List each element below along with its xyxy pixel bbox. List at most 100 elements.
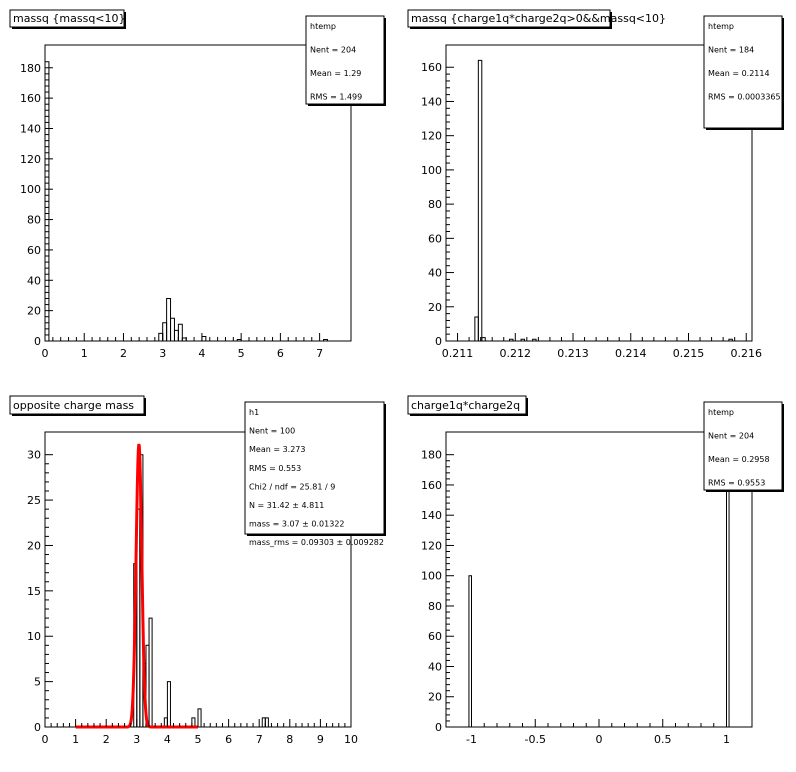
y-tick-label: 100: [421, 164, 442, 177]
histogram-bin: [509, 338, 514, 341]
histogram-panel-1: 0 20 40 60 80 100 120 140 160 180 0 1 2 3 4 5 6 7 massq {m…: [9, 9, 386, 360]
stats-row: mass = 3.07 ± 0.01322: [249, 520, 345, 529]
title-box: [9, 395, 145, 415]
histogram-bin: [162, 322, 168, 341]
histogram-bin: [728, 338, 733, 341]
stats-row: Mean = 0.2114: [708, 69, 770, 78]
y-tick-label: 80: [428, 600, 442, 613]
x-tick-label: 5: [195, 733, 202, 746]
chart-title: massq {massq<10}: [13, 12, 126, 25]
chart-title: charge1q*charge2q: [411, 399, 520, 412]
y-tick-label: 140: [421, 95, 442, 108]
y-tick-label: 20: [428, 691, 442, 704]
x-tick-label: 3: [133, 733, 140, 746]
y-tick-label: 160: [421, 61, 442, 74]
y-tick-label: 40: [428, 660, 442, 673]
x-tick-label: 6: [225, 733, 232, 746]
y-tick-label: 30: [27, 449, 41, 462]
y-tick-label: 0: [435, 335, 442, 348]
y-tick-label: 20: [27, 305, 41, 318]
stats-row: RMS = 0.9553: [708, 479, 765, 488]
chart-title: massq {charge1q*charge2q>0&&massq<10}: [411, 12, 666, 25]
x-tick-label: 0: [42, 733, 49, 746]
y-tick-label: 20: [27, 539, 41, 552]
y-tick-label: 40: [428, 267, 442, 280]
stats-row: Mean = 1.29: [310, 69, 361, 78]
title-box: [407, 9, 611, 28]
x-tick-label: 7: [316, 347, 323, 360]
y-tick-label: 60: [27, 244, 41, 257]
stats-row: Nent = 204: [310, 46, 356, 55]
stats-row: Chi2 / ndf = 25.81 / 9: [249, 482, 335, 491]
x-tick-label: 0.5: [654, 733, 672, 746]
x-tick-label: 0.215: [673, 347, 705, 360]
plot-frame: [44, 44, 352, 342]
x-tick-label: 0: [596, 733, 603, 746]
histogram-bin: [148, 617, 153, 727]
histogram-bin: [191, 717, 196, 727]
x-tick-label: 7: [256, 733, 263, 746]
x-tick-label: 6: [277, 347, 284, 360]
y-tick-label: 140: [421, 509, 442, 522]
x-tick-label: 10: [344, 733, 358, 746]
histogram-panel-4: 0 20 40 60 80 100 120 140 160 180 -1 -0.5 0 0.5 1 charg…: [407, 395, 784, 746]
x-tick-label: 1: [72, 733, 79, 746]
histogram-panel-3: 0 5 10 15 20 25 30 0 1 2 3 4 5 6 7 8 9 10 opposite charge …: [9, 395, 386, 746]
title-box: [407, 395, 527, 415]
stats-row: Nent = 204: [708, 432, 754, 441]
x-tick-label: 3: [159, 347, 166, 360]
histogram-bin: [170, 317, 175, 341]
stats-row: Mean = 0.2958: [708, 455, 770, 464]
histogram-bin: [323, 338, 328, 341]
stats-row: N = 31.42 ± 4.811: [249, 501, 324, 510]
histogram-bin: [197, 708, 202, 727]
x-tick-label: 0: [42, 347, 49, 360]
y-tick-label: 20: [428, 301, 442, 314]
y-tick-label: 25: [27, 494, 41, 507]
histogram-bin: [177, 323, 183, 341]
y-tick-label: 180: [421, 449, 442, 462]
x-tick-label: 0.212: [500, 347, 532, 360]
stats-row: RMS = 0.553: [249, 464, 301, 473]
stats-row: RMS = 1.499: [310, 93, 362, 102]
stats-box: [244, 401, 385, 535]
y-tick-label: 140: [20, 122, 41, 135]
x-tick-label: 0.211: [442, 347, 474, 360]
histogram-bin: [468, 575, 472, 727]
y-tick-label: 80: [428, 198, 442, 211]
y-tick-label: 60: [428, 630, 442, 643]
x-tick-label: 1: [723, 733, 730, 746]
histogram-bin: [201, 335, 207, 341]
stats-row: Nent = 100: [249, 427, 295, 436]
histogram-bin: [264, 717, 269, 727]
x-tick-label: 2: [103, 733, 110, 746]
title-box: [9, 9, 125, 28]
histogram-bin: [477, 59, 483, 341]
x-tick-label: -0.5: [525, 733, 546, 746]
y-tick-label: 80: [27, 214, 41, 227]
y-tick-label: 120: [20, 153, 41, 166]
x-tick-label: 4: [164, 733, 171, 746]
stats-box: [703, 15, 783, 129]
y-tick-label: 10: [27, 630, 41, 643]
y-tick-label: 120: [421, 539, 442, 552]
y-tick-label: 60: [428, 232, 442, 245]
stats-row: Nent = 184: [708, 46, 754, 55]
stats-histogram-name: htemp: [310, 22, 336, 31]
x-tick-label: 1: [81, 347, 88, 360]
x-tick-label: 9: [317, 733, 324, 746]
y-tick-label: 0: [34, 335, 41, 348]
stats-row: mass_rms = 0.09303 ± 0.009282: [249, 538, 384, 547]
y-tick-label: 100: [421, 570, 442, 583]
y-tick-label: 100: [20, 183, 41, 196]
x-tick-label: 2: [120, 347, 127, 360]
stats-histogram-name: htemp: [708, 22, 734, 31]
y-tick-label: 5: [34, 676, 41, 689]
histogram-bin: [166, 681, 171, 727]
stats-box: [703, 401, 783, 491]
histogram-bin: [166, 297, 172, 341]
stats-histogram-name: h1: [249, 408, 259, 417]
chart-title: opposite charge mass: [13, 399, 134, 412]
y-tick-label: 0: [435, 721, 442, 734]
